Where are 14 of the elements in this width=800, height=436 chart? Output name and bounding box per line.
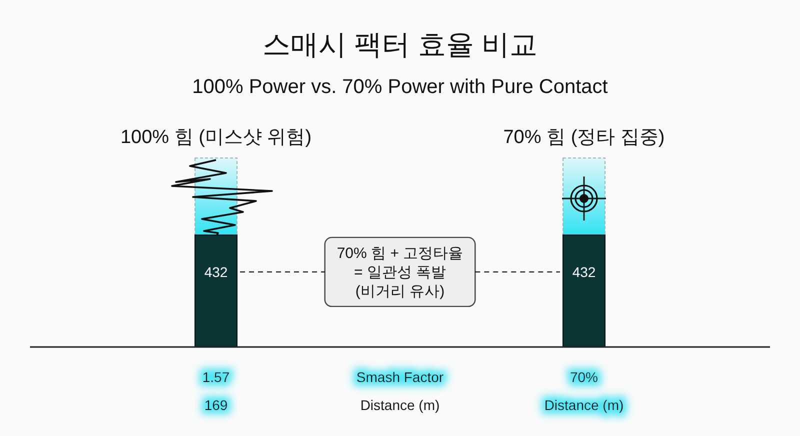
annotation: 1.57 xyxy=(202,369,230,385)
annotation: Distance (m) xyxy=(544,397,624,413)
annotation: 70% xyxy=(570,369,598,385)
annotation: 70% 힘 + 고정타율 = 일관성 폭발 (비거리 유사) xyxy=(336,244,464,300)
data-label: 432 xyxy=(572,264,596,280)
subtitle: 100% Power vs. 70% Power with Pure Contact xyxy=(192,76,608,98)
annotation: 169 xyxy=(204,397,228,413)
annotation: Smash Factor xyxy=(356,369,444,385)
category-label: 100% 힘 (미스샷 위험) xyxy=(120,127,312,148)
data-label: 432 xyxy=(204,264,228,280)
annotation: 70% 힘 + 고정타율 = 일관성 폭발 (비거리 유사) xyxy=(324,236,476,308)
annotation: Distance (m) xyxy=(360,397,440,413)
title: 스매시 팩터 효율 비교 xyxy=(262,29,538,60)
category-label: 70% 힘 (정타 집중) xyxy=(503,127,665,148)
